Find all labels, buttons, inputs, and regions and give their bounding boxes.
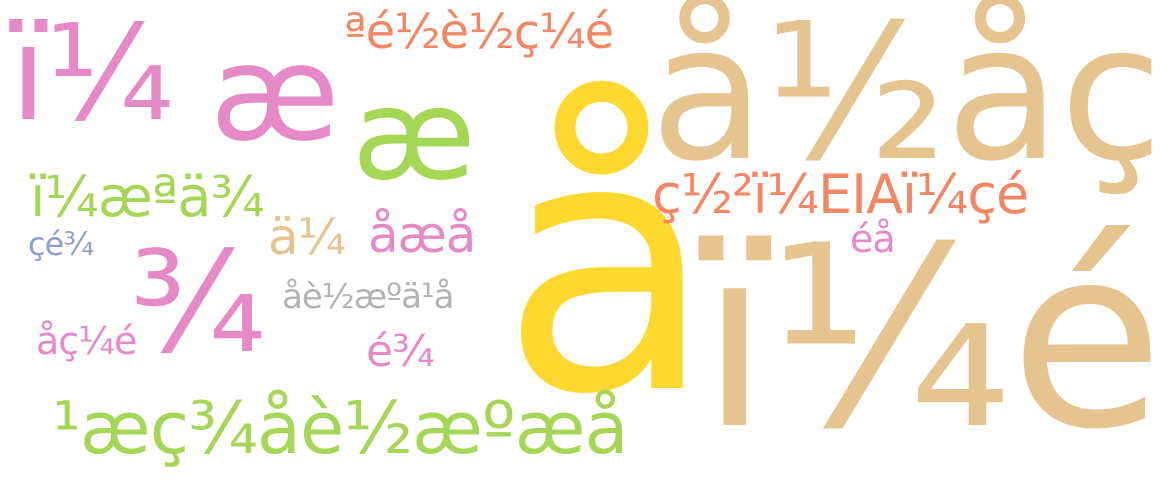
cloud-word: çé¾ [28,225,94,263]
cloud-word: é¾ [366,326,435,377]
cloud-word: æ [352,61,476,208]
cloud-word: ä¼ [268,208,346,266]
cloud-word: ï¼æªä¾ [30,165,265,230]
cloud-word: ªé½è½ç¼é [344,4,614,60]
cloud-word: ¹æç¾åè½æºæå [52,386,629,470]
cloud-word: ï¼ [10,0,174,151]
cloud-word: åè½æºä¹å [282,277,454,317]
cloud-word: ¾ [130,222,266,385]
cloud-word: éå [850,217,896,261]
cloud-word: ç½²ï¼EIAï¼çé [652,163,1029,226]
cloud-word: æ [210,17,340,171]
cloud-word: ï¼é [700,193,1164,482]
cloud-word: å [500,63,714,471]
cloud-word: å½åç [650,0,1163,203]
cloud-word: åç¼é [36,319,137,363]
cloud-word: åæå [368,206,476,264]
